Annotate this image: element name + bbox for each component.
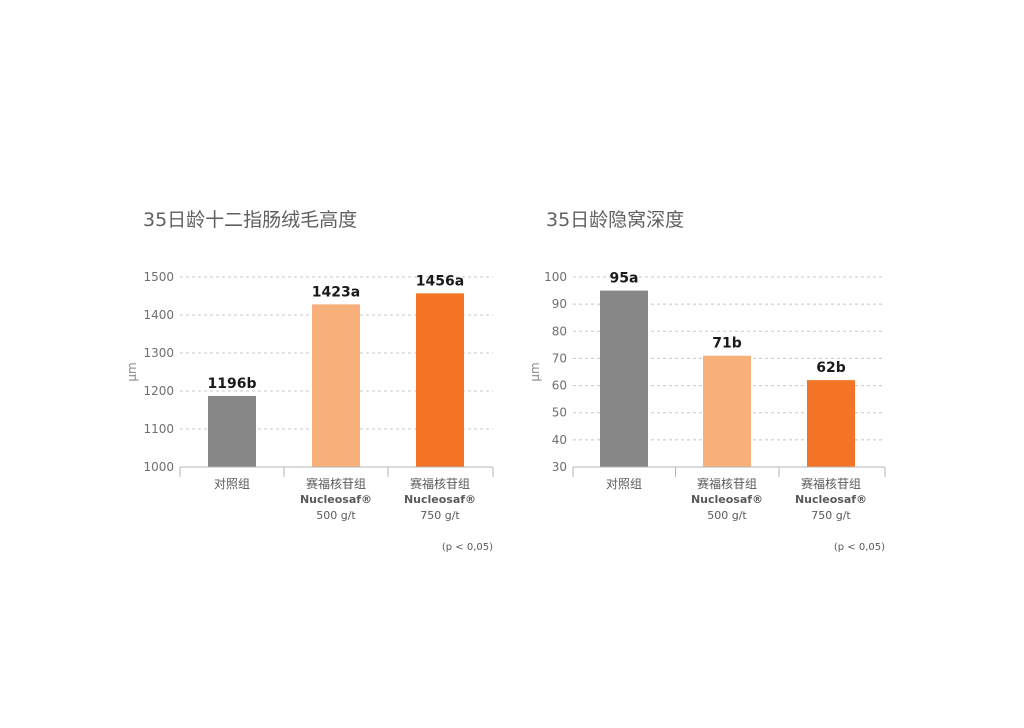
data-label: 62b — [816, 360, 846, 376]
data-label: 95a — [610, 271, 639, 287]
y-tick-label: 1000 — [143, 460, 174, 474]
x-category-label: Nucleosaf® — [795, 493, 867, 506]
y-tick-label: 1400 — [143, 308, 174, 322]
bar — [703, 355, 751, 467]
y-tick-label: 50 — [552, 406, 567, 420]
x-category-label: Nucleosaf® — [691, 493, 763, 506]
x-category-label: 500 g/t — [316, 509, 356, 522]
y-axis-label: µm — [125, 362, 139, 381]
data-label: 1456a — [416, 273, 464, 289]
significance-note: (p < 0,05) — [442, 542, 493, 553]
x-category-label: Nucleosaf® — [300, 493, 372, 506]
y-tick-label: 80 — [552, 324, 567, 338]
bar — [416, 293, 464, 467]
bar — [208, 395, 256, 467]
x-category-label: 对照组 — [214, 477, 250, 491]
y-axis-label: µm — [528, 362, 542, 381]
villus-height-chart-svg: 35日龄十二指肠绒毛高度 1000 1100 1200 1300 1400 1500 µm 11… — [125, 209, 494, 553]
x-category-label: 对照组 — [606, 477, 642, 491]
data-label: 1423a — [312, 284, 360, 300]
y-tick-label: 1300 — [143, 346, 174, 360]
data-label: 1196b — [208, 376, 257, 392]
y-tick-label: 1100 — [143, 422, 174, 436]
bar — [312, 304, 360, 467]
y-tick-label: 1500 — [143, 270, 174, 284]
x-category-label: 750 g/t — [420, 509, 460, 522]
x-category-label: 赛福核苷组 — [306, 476, 366, 491]
chart-title: 35日龄十二指肠绒毛高度 — [143, 209, 357, 231]
y-tick-label: 90 — [552, 297, 567, 311]
y-tick-label: 1200 — [143, 384, 174, 398]
chart-title: 35日龄隐窝深度 — [546, 209, 684, 231]
y-tick-label: 70 — [552, 351, 567, 365]
bar — [600, 290, 648, 467]
x-category-label: 赛福核苷组 — [697, 476, 757, 491]
y-tick-label: 60 — [552, 379, 567, 393]
y-tick-label: 30 — [552, 460, 567, 474]
x-category-label: 赛福核苷组 — [410, 476, 470, 491]
x-category-label: 500 g/t — [707, 509, 747, 522]
x-category-label: 750 g/t — [811, 509, 851, 522]
x-category-label: Nucleosaf® — [404, 493, 476, 506]
villus-height-chart: 35日龄十二指肠绒毛高度 1000 1100 1200 1300 1400 1500 µm 11… — [125, 209, 494, 553]
x-category-label: 赛福核苷组 — [801, 476, 861, 491]
significance-note: (p < 0,05) — [834, 542, 885, 553]
y-tick-label: 100 — [544, 270, 567, 284]
y-tick-label: 40 — [552, 433, 567, 447]
bar — [807, 380, 855, 467]
data-label: 71b — [712, 336, 742, 352]
